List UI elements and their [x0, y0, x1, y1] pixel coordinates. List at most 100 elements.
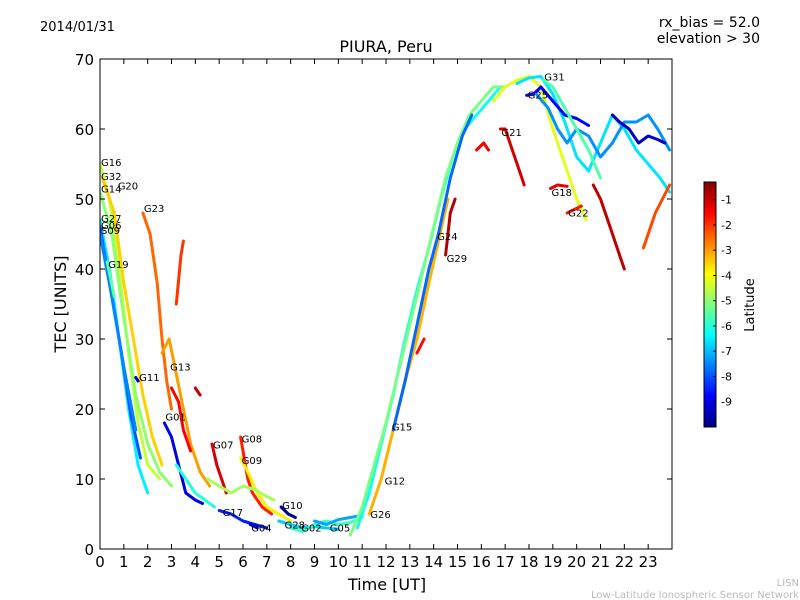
series-line-30	[415, 337, 426, 355]
series-line-25	[313, 513, 364, 526]
satellite-label-g08: G08	[242, 434, 262, 445]
satellite-label-g07: G07	[213, 441, 233, 452]
satellite-label-g01: G01	[165, 413, 185, 424]
series-line-6	[100, 232, 138, 432]
y-tick-label: 0	[84, 541, 94, 559]
x-tick-label: 19	[543, 553, 562, 571]
satellite-label-g06: G06	[101, 221, 121, 232]
series-line-9	[174, 239, 185, 306]
series-line-15	[174, 463, 216, 509]
colorbar-label: Latitude	[743, 278, 758, 332]
satellite-label-g02: G02	[301, 523, 321, 534]
series-line-7	[105, 260, 116, 299]
y-tick-label: 40	[75, 261, 94, 279]
y-tick-label: 20	[75, 401, 94, 419]
series-line-28	[348, 85, 507, 537]
satellite-label-g15: G15	[392, 423, 412, 434]
satellite-label-g26: G26	[370, 510, 390, 521]
series-layer	[100, 75, 672, 537]
x-axis-label: Time [UT]	[347, 575, 426, 594]
x-tick-label: 4	[191, 553, 201, 571]
satellite-label-g05: G05	[330, 523, 350, 534]
y-tick-label: 30	[75, 331, 94, 349]
colorbar-tick-label: -1	[721, 194, 732, 207]
satellite-label-g20: G20	[118, 182, 138, 193]
series-line-36	[525, 85, 591, 127]
y-tick-label: 70	[75, 51, 94, 69]
footer-brand: LISN	[777, 578, 799, 589]
series-line-31	[444, 197, 457, 257]
satellite-label-g17: G17	[223, 508, 243, 519]
x-tick-label: 6	[238, 553, 248, 571]
satellite-label-g14: G14	[101, 185, 121, 196]
satellite-label-g16: G16	[101, 158, 121, 169]
series-line-41	[565, 204, 583, 215]
colorbar-tick-label: -7	[721, 345, 732, 358]
series-line-10	[160, 337, 212, 488]
x-tick-label: 1	[119, 553, 129, 571]
series-line-14	[162, 421, 204, 505]
satellite-label-s09: S09	[101, 226, 120, 237]
x-tick-label: 10	[329, 553, 348, 571]
x-tick-label: 12	[376, 553, 395, 571]
series-line-19	[205, 477, 276, 502]
x-tick-label: 8	[286, 553, 296, 571]
satellite-label-g04: G04	[251, 523, 271, 534]
x-tick-label: 15	[448, 553, 467, 571]
x-tick-label: 20	[567, 553, 586, 571]
series-line-39	[541, 78, 602, 180]
elevation-label: elevation > 30	[657, 31, 760, 47]
series-line-17	[239, 435, 274, 516]
series-line-16	[210, 442, 228, 495]
series-line-2	[100, 176, 164, 467]
chart-title: PIURA, Peru	[339, 37, 432, 56]
satellite-label-g24: G24	[437, 232, 457, 243]
series-line-13	[134, 376, 140, 383]
satellite-label-g13: G13	[170, 362, 190, 373]
satellite-label-g22: G22	[568, 208, 588, 219]
series-line-24	[289, 516, 364, 533]
satellite-label-g27: G27	[101, 214, 121, 225]
satellite-label-g19: G19	[108, 260, 128, 271]
x-tick-label: 16	[472, 553, 491, 571]
series-line-42	[591, 183, 626, 271]
satellite-label-g09: G09	[242, 456, 262, 467]
x-tick-label: 14	[424, 553, 443, 571]
y-tick-label: 60	[75, 121, 94, 139]
satellite-label-g23: G23	[144, 204, 164, 215]
series-line-20	[217, 509, 269, 530]
series-line-38	[610, 113, 667, 145]
satellite-label-g18: G18	[552, 188, 572, 199]
series-line-27	[355, 85, 502, 530]
series-line-3	[100, 190, 173, 488]
y-tick-label: 50	[75, 191, 94, 209]
series-line-22	[279, 505, 297, 519]
x-tick-label: 3	[167, 553, 177, 571]
x-tick-label: 9	[310, 553, 320, 571]
series-line-8	[141, 211, 173, 411]
series-line-12	[193, 386, 202, 397]
x-tick-label: 18	[519, 553, 538, 571]
x-tick-label: 0	[95, 553, 105, 571]
satellite-label-g21: G21	[501, 128, 521, 139]
x-tick-label: 2	[143, 553, 153, 571]
satellite-label-g10: G10	[282, 501, 302, 512]
x-tick-label: 17	[496, 553, 515, 571]
x-tick-label: 22	[615, 553, 634, 571]
colorbar-tick-label: -2	[721, 219, 732, 232]
satellite-label-g12: G12	[385, 476, 405, 487]
x-tick-label: 13	[400, 553, 419, 571]
colorbar-tick-label: -4	[721, 269, 732, 282]
colorbar-ticks: -1 -2 -3 -4 -5 -6 -7 -8 -9	[713, 194, 732, 409]
x-tick-label: 21	[591, 553, 610, 571]
series-line-18	[239, 456, 293, 523]
satellite-label-g11: G11	[139, 373, 159, 384]
colorbar-tick-label: -8	[721, 370, 732, 383]
date-label: 2014/01/31	[40, 20, 115, 35]
satellite-label-g29: G29	[447, 254, 467, 265]
footer-network-name: Low-Latitude Ionospheric Sensor Network	[591, 590, 799, 600]
series-line-40	[549, 183, 569, 190]
series-line-29	[391, 113, 474, 432]
